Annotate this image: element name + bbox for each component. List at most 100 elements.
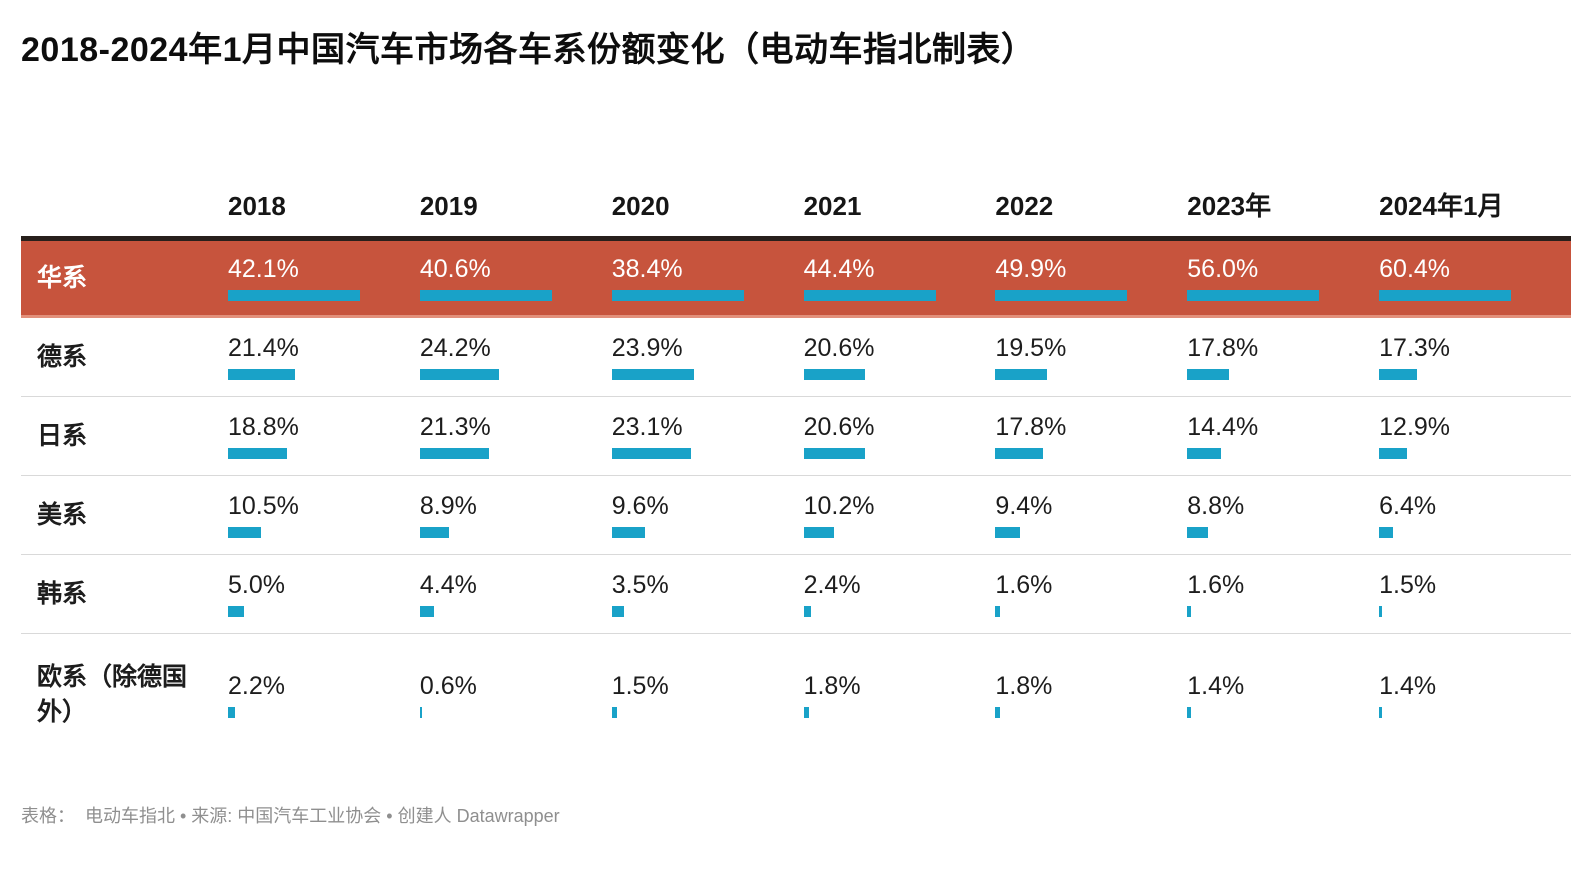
value-cell: 1.6% xyxy=(995,571,1187,617)
value-cell: 21.4% xyxy=(228,334,420,380)
share-value: 21.3% xyxy=(419,413,491,441)
value-cell: 8.9% xyxy=(419,492,612,538)
value-cell: 6.4% xyxy=(1379,492,1571,538)
share-bar xyxy=(995,606,1000,617)
value-cell: 2.2% xyxy=(228,672,420,718)
bar-track xyxy=(803,606,936,617)
share-bar xyxy=(1379,606,1383,617)
share-value: 5.0% xyxy=(228,571,285,599)
bar-track xyxy=(419,448,552,459)
bar-track xyxy=(995,448,1127,459)
share-bar xyxy=(803,448,865,459)
share-value: 1.5% xyxy=(1379,571,1437,599)
share-bar xyxy=(995,707,1001,718)
share-value: 42.1% xyxy=(228,255,299,283)
row-label: 德系 xyxy=(37,342,88,371)
share-value: 12.9% xyxy=(1379,413,1451,441)
value-cell: 40.6% xyxy=(419,255,612,301)
share-value: 8.8% xyxy=(1187,492,1245,520)
value-cell: 17.8% xyxy=(1187,334,1379,380)
share-value: 1.8% xyxy=(995,672,1053,700)
bar-track xyxy=(803,527,936,538)
share-bar xyxy=(228,369,296,380)
share-bar xyxy=(1187,448,1222,459)
bar-track xyxy=(1379,290,1512,301)
share-bar xyxy=(1379,448,1408,459)
value-cell: 23.9% xyxy=(611,334,804,380)
value-cell: 12.9% xyxy=(1379,413,1571,459)
bar-track xyxy=(228,606,360,617)
share-bar xyxy=(228,527,261,538)
value-cell: 17.3% xyxy=(1379,334,1571,380)
share-bar xyxy=(228,448,287,459)
share-bar xyxy=(611,290,744,301)
share-value: 1.4% xyxy=(1379,672,1437,700)
bar-track xyxy=(1187,527,1319,538)
value-cell: 5.0% xyxy=(228,571,420,617)
share-bar xyxy=(995,448,1043,459)
share-bar xyxy=(995,290,1128,301)
bar-track xyxy=(803,369,936,380)
value-cell: 1.4% xyxy=(1187,672,1379,718)
share-value: 24.2% xyxy=(419,334,491,362)
share-value: 9.6% xyxy=(611,492,669,520)
share-value: 1.6% xyxy=(995,571,1053,599)
value-cell: 10.5% xyxy=(228,492,420,538)
value-cell: 0.6% xyxy=(419,672,612,718)
share-value: 23.9% xyxy=(611,334,683,362)
share-bar xyxy=(803,527,834,538)
share-bar xyxy=(1187,369,1230,380)
value-cell: 4.4% xyxy=(419,571,612,617)
share-bar xyxy=(419,290,552,301)
share-value: 23.1% xyxy=(611,413,683,441)
bar-track xyxy=(228,448,360,459)
value-cell: 3.5% xyxy=(611,571,804,617)
bar-track xyxy=(995,707,1127,718)
row-label: 美系 xyxy=(37,500,88,529)
share-bar xyxy=(1187,707,1191,718)
column-header-2022: 2022 xyxy=(995,191,1054,221)
share-value: 2.2% xyxy=(228,672,285,700)
share-bar xyxy=(611,448,692,459)
share-value: 0.6% xyxy=(419,672,477,700)
share-value: 1.6% xyxy=(1187,571,1245,599)
bar-track xyxy=(1379,606,1511,617)
share-value: 4.4% xyxy=(419,571,477,599)
value-cell: 10.2% xyxy=(803,492,996,538)
share-value: 8.9% xyxy=(419,492,477,520)
share-bar xyxy=(803,290,936,301)
table-row: 华系 42.1% 40.6% 38.4% 44.4% 49.9% 56.0% 60.4% xyxy=(21,236,1571,318)
bar-track xyxy=(1187,606,1319,617)
page: 2018-2024年1月中国汽车市场各车系份额变化（电动车指北制表） 2018 2… xyxy=(0,28,1592,828)
share-bar xyxy=(803,369,865,380)
value-cell: 49.9% xyxy=(995,255,1187,301)
row-label: 华系 xyxy=(37,263,88,292)
value-cell: 23.1% xyxy=(611,413,804,459)
table-row: 德系 21.4% 24.2% 23.9% 20.6% 19.5% 17.8% 17.3% xyxy=(21,318,1571,397)
share-bar xyxy=(228,606,244,617)
bar-track xyxy=(228,369,360,380)
share-value: 10.2% xyxy=(803,492,875,520)
share-value: 18.8% xyxy=(228,413,299,441)
column-header-2018: 2018 xyxy=(228,191,286,221)
share-bar xyxy=(419,527,449,538)
value-cell: 17.8% xyxy=(995,413,1187,459)
table-row: 韩系 5.0% 4.4% 3.5% 2.4% 1.6% 1.6% 1.5% xyxy=(21,555,1571,634)
bar-track xyxy=(1379,448,1511,459)
column-header-2023年: 2023年 xyxy=(1187,191,1272,221)
row-label: 欧系（除德国外） xyxy=(37,663,188,726)
table-header-row: 2018 2019 2020 2021 2022 2023年 2024年1月 xyxy=(21,124,1571,236)
value-cell: 60.4% xyxy=(1379,255,1571,301)
table-row: 美系 10.5% 8.9% 9.6% 10.2% 9.4% 8.8% 6.4% xyxy=(21,476,1571,555)
share-value: 1.8% xyxy=(803,672,861,700)
bar-track xyxy=(611,369,744,380)
bar-track xyxy=(995,606,1127,617)
value-cell: 14.4% xyxy=(1187,413,1379,459)
value-cell: 18.8% xyxy=(228,413,420,459)
value-cell: 9.4% xyxy=(995,492,1187,538)
table-row: 日系 18.8% 21.3% 23.1% 20.6% 17.8% 14.4% 12.9% xyxy=(21,397,1571,476)
share-value: 20.6% xyxy=(803,413,875,441)
value-cell: 19.5% xyxy=(995,334,1187,380)
share-value: 3.5% xyxy=(611,571,669,599)
bar-track xyxy=(611,448,744,459)
